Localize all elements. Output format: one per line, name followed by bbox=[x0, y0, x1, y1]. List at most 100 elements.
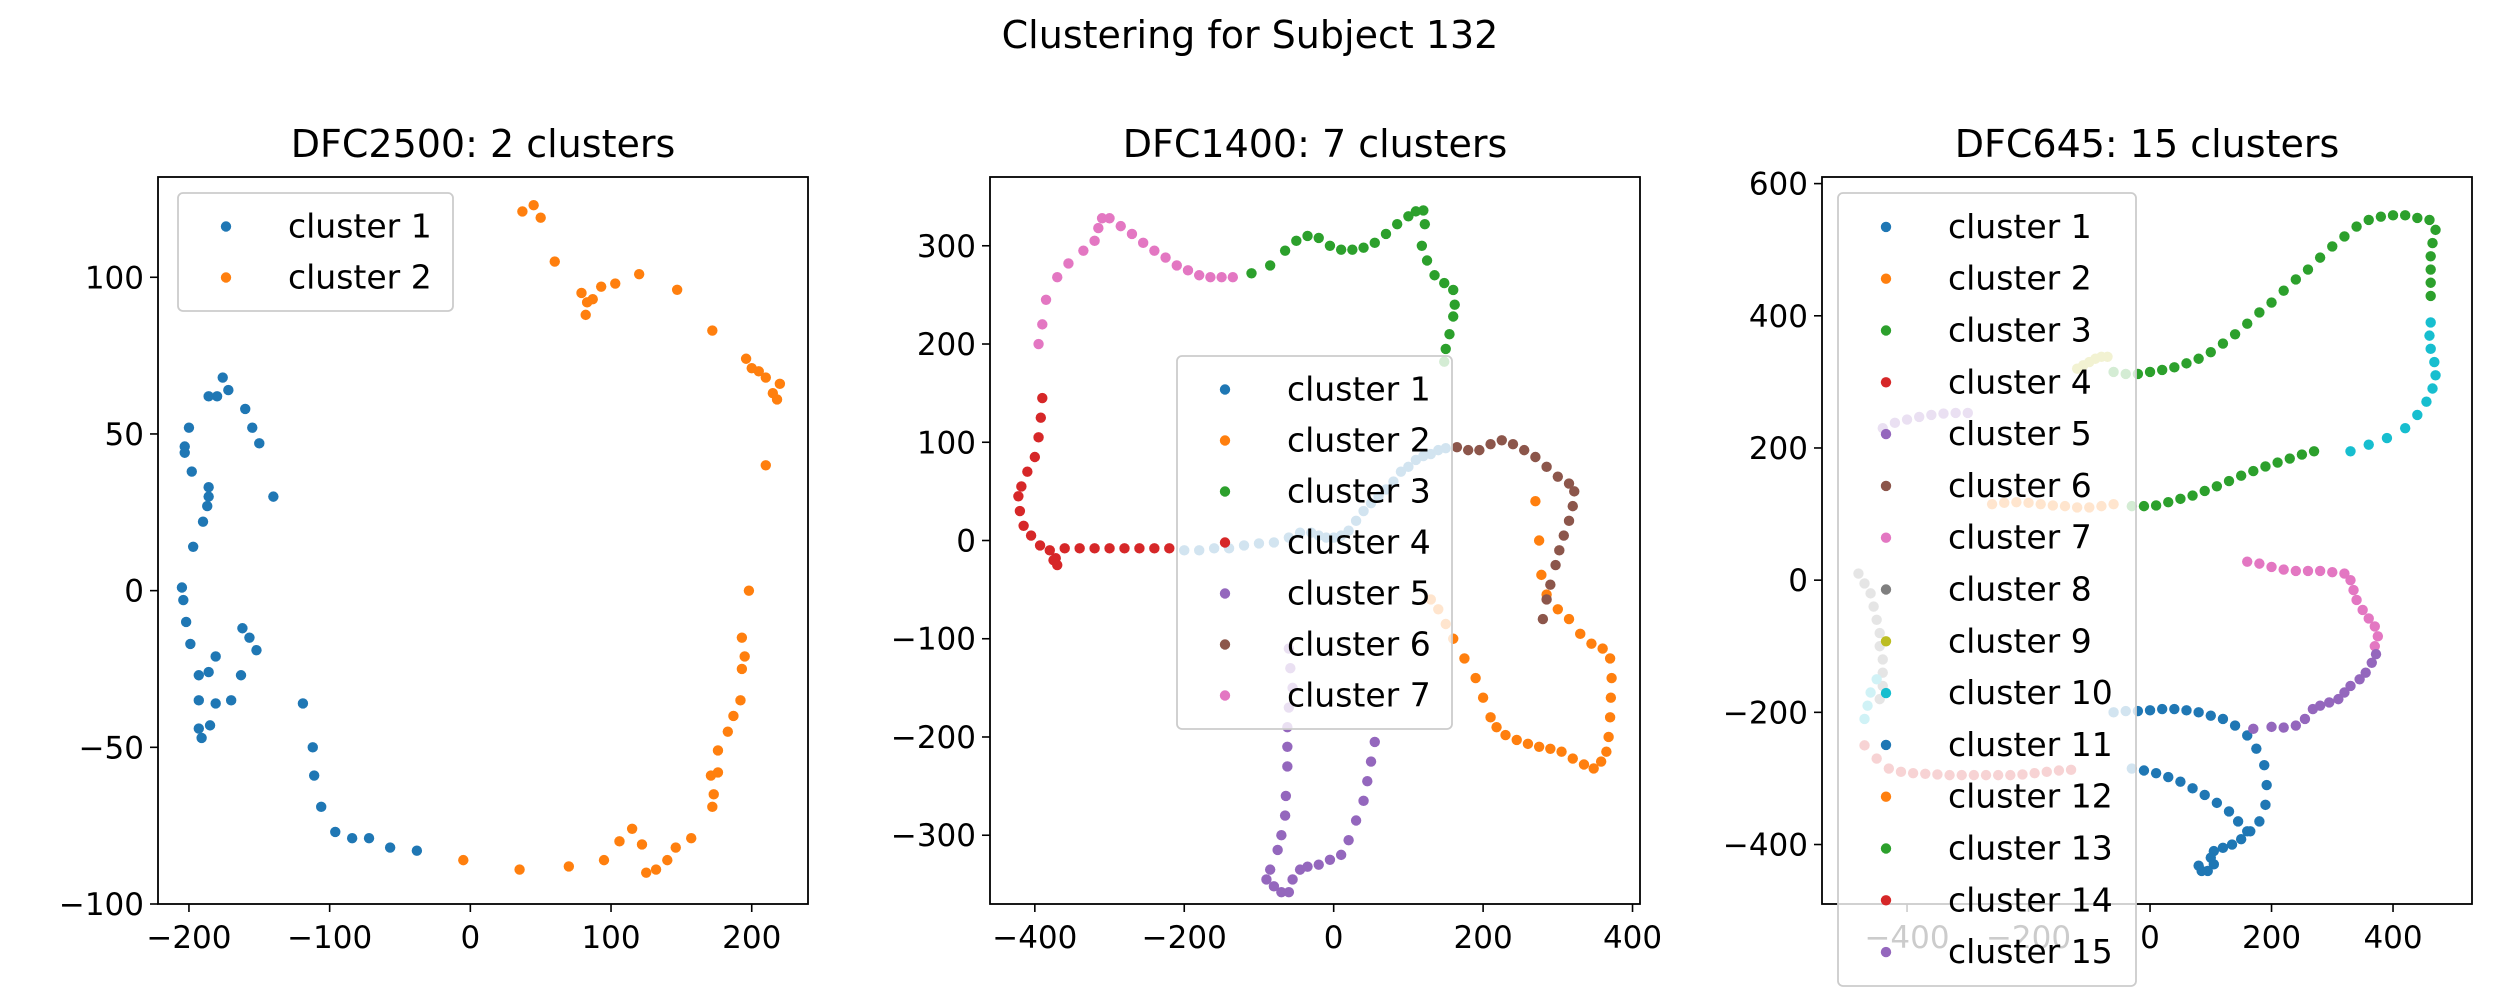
data-point bbox=[2345, 446, 2356, 457]
data-point bbox=[2308, 446, 2320, 457]
data-point bbox=[2345, 680, 2356, 692]
subplot-3: DFC645: 15 clusters−400−2000200400−400−2… bbox=[1723, 122, 2473, 987]
axes-frame bbox=[989, 176, 1641, 905]
y-tick-label: 200 bbox=[917, 327, 976, 363]
data-point bbox=[411, 845, 423, 856]
data-point bbox=[1282, 741, 1293, 753]
data-point bbox=[1444, 328, 1455, 340]
data-point bbox=[2223, 806, 2235, 817]
data-point bbox=[1477, 692, 1489, 703]
legend-marker bbox=[1880, 532, 1892, 543]
data-point bbox=[1416, 240, 1428, 251]
legend-label: cluster 10 bbox=[1948, 673, 2113, 712]
data-point bbox=[2427, 383, 2438, 394]
data-point bbox=[760, 460, 771, 471]
data-point bbox=[1440, 343, 1451, 355]
legend-marker bbox=[1219, 690, 1231, 701]
data-point bbox=[185, 638, 196, 650]
data-point bbox=[2208, 859, 2220, 870]
axes-frame bbox=[1821, 176, 2473, 905]
data-point bbox=[2193, 860, 2204, 871]
legend-label: cluster 3 bbox=[1948, 311, 2092, 350]
y-tick-label: −400 bbox=[1723, 828, 1808, 864]
data-point bbox=[1052, 272, 1063, 283]
data-point bbox=[2363, 613, 2374, 624]
data-point bbox=[1518, 444, 1530, 456]
data-point bbox=[330, 826, 341, 838]
data-point bbox=[2357, 604, 2368, 616]
data-point bbox=[186, 466, 197, 477]
data-point bbox=[1536, 569, 1547, 581]
data-point bbox=[187, 541, 199, 552]
data-point bbox=[244, 632, 255, 643]
data-point bbox=[2199, 789, 2210, 801]
data-point bbox=[2156, 364, 2168, 376]
data-point bbox=[178, 594, 189, 606]
data-point bbox=[1448, 311, 1459, 322]
data-point bbox=[308, 770, 320, 781]
legend-marker bbox=[1880, 739, 1892, 751]
data-point bbox=[1567, 500, 1578, 512]
data-point bbox=[1569, 486, 1580, 497]
data-point bbox=[2324, 697, 2335, 708]
data-point bbox=[1522, 738, 1534, 750]
legend-marker bbox=[1880, 895, 1892, 906]
data-point bbox=[708, 789, 719, 800]
data-point bbox=[1164, 543, 1175, 554]
x-tick-label: 0 bbox=[1324, 920, 1344, 956]
legend-marker bbox=[1880, 636, 1892, 647]
legend-marker bbox=[1880, 687, 1892, 699]
legend: cluster 1 cluster 2 cluster 3 cluster 4 clus… bbox=[1176, 355, 1453, 730]
data-point bbox=[1063, 258, 1074, 269]
data-point bbox=[1246, 268, 1257, 279]
data-point bbox=[2144, 366, 2156, 378]
data-point bbox=[1358, 242, 1369, 253]
data-point bbox=[1545, 579, 1556, 590]
data-point bbox=[193, 723, 205, 734]
data-point bbox=[2144, 705, 2156, 716]
data-point bbox=[2187, 783, 2198, 794]
data-point bbox=[2339, 687, 2350, 698]
data-point bbox=[2345, 574, 2356, 586]
data-point bbox=[2363, 214, 2374, 226]
data-point bbox=[1595, 756, 1607, 767]
data-point bbox=[1605, 692, 1617, 703]
data-point bbox=[1093, 222, 1104, 234]
data-point bbox=[202, 500, 213, 512]
data-point bbox=[1291, 235, 1302, 247]
legend-label: cluster 5 bbox=[1948, 414, 2092, 453]
data-point bbox=[458, 854, 469, 866]
data-point bbox=[1074, 543, 1085, 554]
data-point bbox=[549, 256, 560, 267]
data-point bbox=[316, 801, 327, 813]
data-point bbox=[2260, 461, 2271, 472]
data-point bbox=[2369, 621, 2381, 632]
data-point bbox=[728, 710, 739, 722]
data-point bbox=[1261, 874, 1272, 885]
data-point bbox=[2235, 470, 2247, 481]
data-point bbox=[650, 864, 662, 875]
data-point bbox=[196, 732, 207, 744]
data-point bbox=[1279, 810, 1291, 821]
legend-marker bbox=[1880, 843, 1892, 854]
data-point bbox=[193, 695, 205, 706]
data-point bbox=[686, 832, 697, 844]
y-tick-label: 200 bbox=[1749, 431, 1808, 467]
data-point bbox=[1541, 594, 1552, 605]
data-point bbox=[1059, 543, 1070, 554]
data-point bbox=[1347, 244, 1358, 255]
data-point bbox=[2235, 834, 2247, 845]
data-point bbox=[1558, 530, 1569, 541]
data-point bbox=[1369, 237, 1380, 249]
legend-label: cluster 1 bbox=[288, 207, 432, 246]
y-tick-label: −200 bbox=[1723, 695, 1808, 731]
data-point bbox=[2193, 353, 2204, 364]
data-point bbox=[595, 281, 607, 292]
data-point bbox=[2187, 490, 2198, 501]
data-point bbox=[2290, 274, 2302, 285]
legend-box bbox=[1837, 192, 2137, 987]
data-point bbox=[2381, 432, 2393, 444]
y-tick-label: 300 bbox=[917, 229, 976, 265]
data-point bbox=[1462, 444, 1474, 456]
legend-label: cluster 14 bbox=[1948, 880, 2113, 919]
